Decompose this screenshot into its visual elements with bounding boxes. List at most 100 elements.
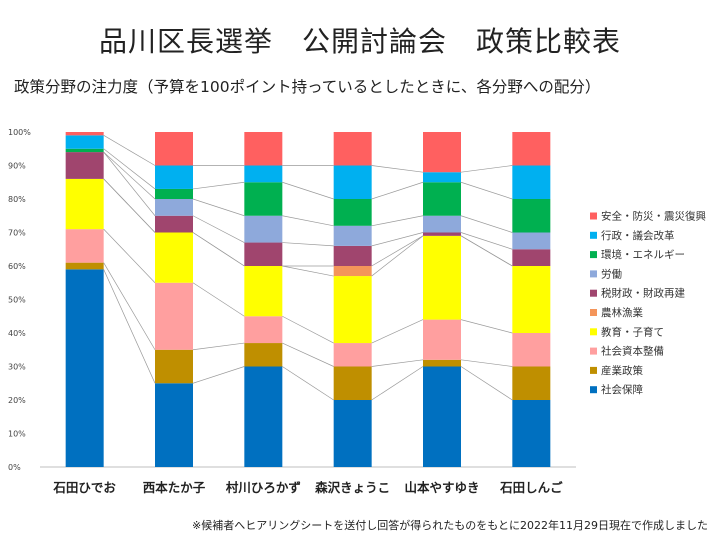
series-connector-line: [103, 228, 156, 283]
bar-segment: [244, 132, 283, 166]
legend-swatch: [590, 231, 597, 239]
category-label: 石田ひでお: [52, 480, 116, 495]
legend-label: 行政・議会改革: [601, 229, 675, 242]
bar-segment: [512, 333, 551, 367]
series-connector-line: [460, 319, 513, 334]
series-connector-line: [460, 232, 513, 250]
bar-segment: [65, 148, 104, 153]
y-tick-label: 70%: [8, 229, 26, 238]
bar-segment: [512, 165, 551, 199]
series-connector-line: [282, 181, 334, 200]
bar-segment: [423, 132, 461, 173]
bar-segment: [155, 349, 193, 384]
series-connector-line: [371, 232, 424, 247]
legend-label: 農林漁業: [601, 306, 643, 319]
series-connector-line: [371, 366, 424, 401]
bar-segment: [155, 282, 193, 350]
bar-segment: [244, 316, 283, 344]
bar-segment: [155, 132, 193, 166]
series-connector-line: [192, 181, 245, 190]
series-connector-line: [371, 235, 424, 277]
page-title: 品川区長選挙 公開討論会 政策比較表: [98, 25, 621, 58]
bar-segment: [244, 266, 283, 317]
bar-segment: [333, 276, 372, 344]
series-connector-line: [282, 366, 334, 401]
bar-segment: [512, 132, 551, 166]
bar-segment: [333, 343, 372, 367]
legend-swatch: [590, 328, 597, 336]
series-connector-line: [103, 178, 156, 233]
bar-segment: [333, 132, 372, 166]
legend-swatch: [590, 251, 597, 259]
legend-label: 安全・防災・震災復興: [601, 210, 706, 223]
bar-segment: [423, 235, 461, 320]
category-label: 西本たか子: [143, 480, 206, 495]
bar-segment: [423, 172, 461, 183]
series-connector-line: [192, 198, 245, 217]
bar-segment: [244, 165, 283, 183]
bar-segment: [423, 215, 461, 233]
bar-segment: [333, 225, 372, 246]
series-connector-line: [192, 215, 245, 243]
series-connector-line: [192, 366, 245, 384]
bar-segment: [65, 132, 104, 136]
y-tick-label: 40%: [8, 329, 26, 338]
bar-segment: [423, 319, 461, 360]
series-connector-line: [282, 265, 334, 277]
series-connector-line: [371, 181, 424, 200]
y-tick-label: 80%: [8, 195, 26, 204]
series-connector-line: [282, 342, 334, 367]
bar-segment: [423, 359, 461, 367]
bar-segment: [333, 199, 372, 226]
y-tick-label: 50%: [8, 296, 26, 305]
series-connector-line: [460, 181, 513, 200]
bar-segment: [512, 199, 551, 233]
series-connector-line: [371, 359, 424, 367]
bar-segment: [512, 400, 551, 467]
legend-swatch: [590, 270, 597, 278]
y-tick-label: 100%: [8, 128, 31, 137]
bar-segment: [65, 135, 104, 149]
series-connector-line: [460, 165, 513, 173]
bar-segment: [512, 249, 551, 266]
series-connector-line: [460, 366, 513, 401]
bar-segment: [65, 262, 104, 270]
series-connector-line: [103, 148, 156, 190]
bar-segment: [333, 165, 372, 199]
legend-swatch: [590, 366, 597, 374]
bar-segment: [512, 266, 551, 333]
bar-segment: [512, 232, 551, 250]
series-connector-line: [103, 151, 156, 216]
series-connector-line: [103, 269, 156, 384]
bar-segment: [155, 199, 193, 216]
category-label: 森沢きょうこ: [315, 480, 390, 495]
category-label: 村川ひろかず: [226, 480, 302, 495]
series-connector-line: [282, 215, 334, 227]
bar-segment: [333, 245, 372, 266]
legend-swatch: [590, 212, 597, 220]
bar-segment: [333, 266, 372, 277]
y-tick-label: 90%: [8, 162, 26, 171]
bar-segment: [65, 229, 104, 263]
series-connector-line: [371, 235, 424, 267]
category-label: 石田しんご: [499, 480, 563, 495]
y-tick-label: 20%: [8, 396, 26, 405]
legend-swatch: [590, 347, 597, 355]
bar-segment: [155, 232, 193, 283]
series-connector-line: [282, 242, 334, 247]
series-connector-line: [192, 282, 245, 317]
bar-segment: [244, 343, 283, 367]
series-connector-line: [192, 232, 245, 267]
legend-swatch: [590, 289, 597, 297]
y-tick-label: 60%: [8, 262, 26, 271]
series-connector-line: [103, 151, 156, 200]
bar-segment: [65, 269, 104, 467]
legend-swatch: [590, 309, 597, 316]
footnote: ※候補者へヒアリングシートを送付し回答が得られたものをもとに2022年11月29…: [192, 519, 708, 532]
bar-segment: [333, 366, 372, 400]
bar-segment: [155, 165, 193, 189]
bar-segment: [65, 178, 104, 230]
y-tick-label: 10%: [8, 430, 26, 439]
